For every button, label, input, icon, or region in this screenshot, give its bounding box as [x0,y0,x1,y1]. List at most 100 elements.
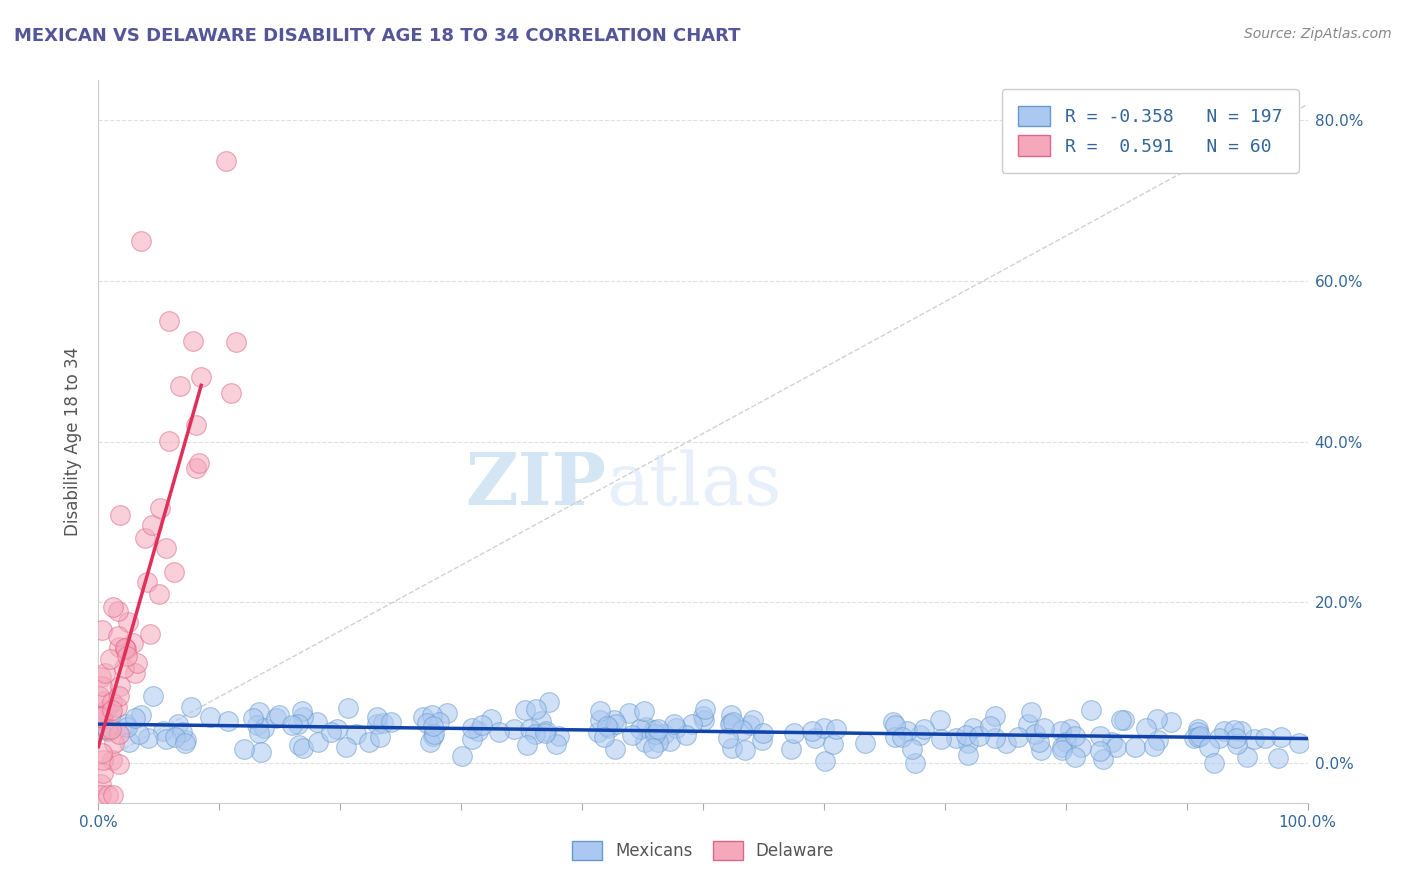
Point [884,718,907,732]
Point [628,723,651,737]
Point [139,627,162,641]
Point [1288,736,1310,750]
Point [89,721,111,735]
Point [127,656,149,670]
Point [114,640,136,655]
Point [305,715,328,730]
Point [647,722,669,736]
Point [87,689,110,703]
Point [1208,731,1230,746]
Point [634,735,657,749]
Point [422,726,444,740]
Point [215,153,238,168]
Point [90,670,112,684]
Point [155,732,177,747]
Point [720,708,742,723]
Point [336,701,359,715]
Point [1135,721,1157,735]
Point [957,735,980,749]
Point [107,604,129,618]
Point [979,719,1001,733]
Text: ZIP: ZIP [465,450,606,520]
Point [675,728,697,742]
Point [141,690,163,704]
Point [751,733,773,747]
Point [1064,750,1087,764]
Point [122,636,145,650]
Point [502,723,524,737]
Point [1202,756,1225,770]
Point [1088,744,1111,758]
Point [291,740,314,755]
Point [366,710,388,724]
Point [117,615,139,629]
Text: atlas: atlas [606,450,782,520]
Point [152,723,174,738]
Point [287,738,309,752]
Point [1187,724,1209,739]
Point [621,728,644,742]
Point [221,386,243,401]
Point [603,713,626,727]
Point [93,693,115,707]
Point [131,708,153,723]
Point [96,703,118,717]
Point [89,710,111,724]
Point [598,721,620,735]
Point [107,700,129,714]
Point [233,742,256,756]
Point [1187,731,1209,745]
Point [90,709,112,723]
Point [250,746,273,760]
Point [693,713,716,727]
Point [516,739,538,753]
Point [1054,735,1077,749]
Point [1050,742,1073,756]
Point [108,727,131,741]
Point [107,756,129,771]
Point [136,731,159,746]
Text: MEXICAN VS DELAWARE DISABILITY AGE 18 TO 34 CORRELATION CHART: MEXICAN VS DELAWARE DISABILITY AGE 18 TO… [14,27,741,45]
Point [416,716,439,731]
Point [94,665,117,680]
Point [884,731,907,745]
Point [782,725,804,739]
Point [217,714,239,728]
Point [157,434,180,448]
Point [1243,731,1265,746]
Point [813,721,835,735]
Point [1225,731,1247,746]
Point [420,708,443,723]
Point [101,753,124,767]
Point [173,736,195,750]
Point [269,707,291,722]
Point [91,753,114,767]
Point [1019,705,1042,719]
Point [908,728,931,742]
Point [957,748,980,763]
Point [419,735,441,749]
Point [658,733,681,747]
Point [548,729,571,743]
Point [91,623,114,637]
Point [536,723,558,738]
Point [692,709,714,723]
Point [1147,733,1170,747]
Point [190,370,212,384]
Point [589,704,612,718]
Point [524,702,547,716]
Point [100,706,122,721]
Point [1109,713,1132,727]
Point [90,788,112,802]
Point [1028,735,1050,749]
Point [436,706,458,720]
Point [249,706,271,720]
Point [246,718,269,732]
Point [617,706,640,720]
Point [90,777,112,791]
Point [813,754,835,768]
Point [1236,750,1258,764]
Point [1142,739,1164,754]
Point [346,727,368,741]
Point [752,726,775,740]
